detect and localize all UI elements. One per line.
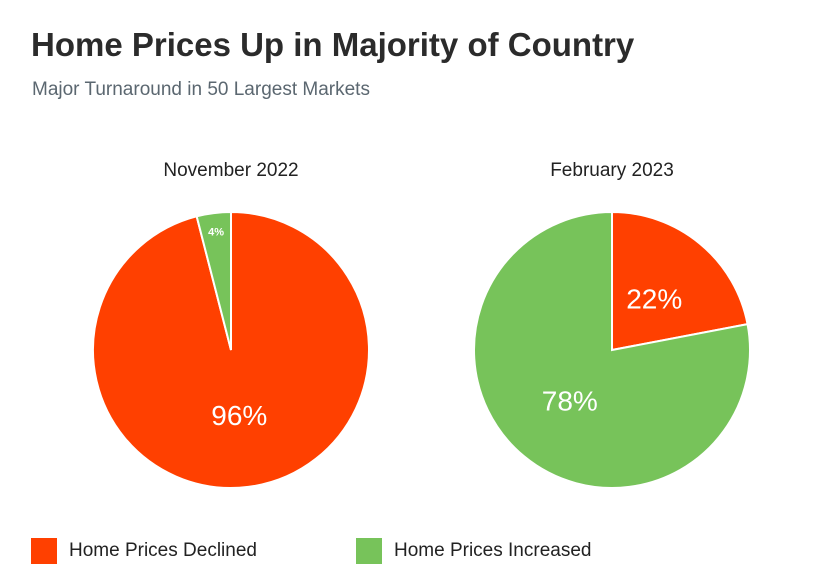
legend-item-declined: Home Prices Declined (31, 538, 257, 564)
legend-label-increased: Home Prices Increased (394, 540, 592, 561)
legend-label-declined: Home Prices Declined (69, 540, 257, 561)
pie-data-label: 22% (626, 283, 682, 314)
pie-slice-increased (195, 210, 232, 351)
pie-title-february-2023: February 2023 (550, 160, 674, 181)
pie-data-label: 4% (208, 226, 224, 238)
legend-swatch-increased (356, 538, 382, 564)
pie-data-label: 96% (211, 400, 267, 431)
pie-data-label: 78% (542, 386, 598, 417)
chart-subtitle: Major Turnaround in 50 Largest Markets (32, 79, 370, 100)
legend: Home Prices Declined Home Prices Increas… (0, 538, 822, 568)
legend-swatch-declined (31, 538, 57, 564)
pie-slice-declined (611, 210, 749, 352)
pie-title-november-2022: November 2022 (163, 160, 299, 181)
legend-item-increased: Home Prices Increased (356, 538, 591, 564)
chart-title: Home Prices Up in Majority of Country (31, 26, 635, 63)
pie-slice-increased (473, 210, 751, 489)
pie-chart-february-2023: 22% 78% (473, 210, 751, 489)
pie-chart-november-2022: 96% 4% (92, 210, 370, 489)
